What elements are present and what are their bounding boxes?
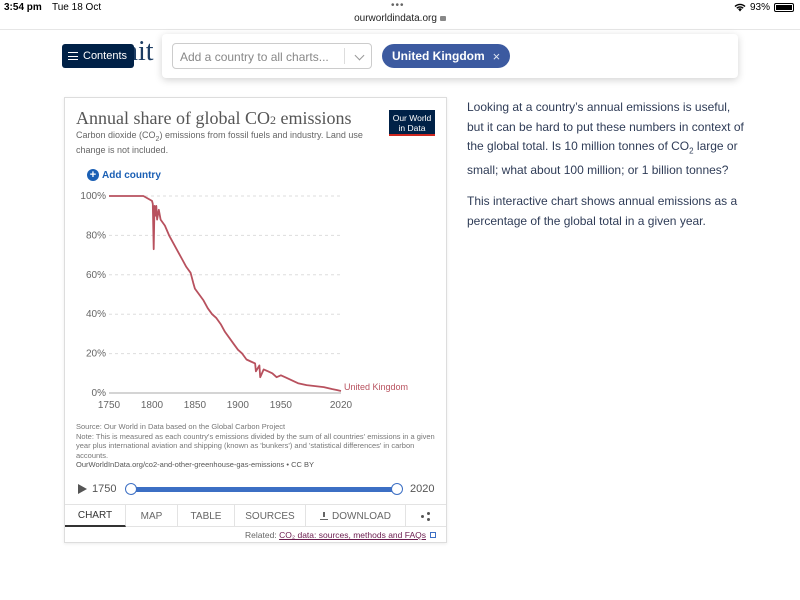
chevron-down-icon[interactable] (354, 50, 365, 61)
external-link-icon (430, 532, 436, 538)
line-chart[interactable]: 0% 20% 40% 60% 80% 100% 1750 1800 1850 1900 1950 20… (65, 186, 446, 411)
select-divider (344, 48, 345, 64)
related-link[interactable]: CO₂ data: sources, methods and FAQs (279, 530, 426, 540)
article-paragraph-1: Looking at a country’s annual emissions … (467, 100, 744, 177)
status-bar: 3:54 pm Tue 18 Oct ••• 93% (0, 0, 800, 14)
wifi-icon (734, 3, 746, 12)
x-tick-label: 1750 (98, 400, 121, 411)
contents-label: Contents (83, 50, 128, 62)
related-link-row: Related: CO₂ data: sources, methods and … (245, 530, 436, 540)
timeline-end-handle[interactable] (391, 483, 403, 495)
close-icon[interactable]: × (492, 48, 501, 64)
play-icon[interactable] (78, 484, 87, 494)
chart-title: Annual share of global CO2 emissions (76, 108, 352, 128)
country-select-input[interactable]: Add a country to all charts... (172, 43, 372, 69)
battery-percent: 93% (749, 2, 770, 13)
country-select-placeholder: Add a country to all charts... (180, 50, 329, 64)
tab-sources[interactable]: SOURCES (235, 505, 306, 527)
multitask-dots[interactable]: ••• (391, 0, 405, 11)
x-tick-label: 2020 (330, 400, 353, 411)
timeline-end-year: 2020 (410, 483, 435, 495)
chart-subtitle: Carbon dioxide (CO2) emissions from foss… (76, 130, 363, 155)
selected-country-pill[interactable]: United Kingdom × (382, 44, 511, 68)
add-country-button[interactable]: + Add country (87, 169, 161, 181)
battery-icon (774, 3, 794, 12)
owid-logo[interactable]: Our World in Data (389, 110, 435, 136)
chart-url-license[interactable]: OurWorldInData.org/co2-and-other-greenho… (76, 460, 315, 469)
y-tick-label: 40% (86, 309, 106, 320)
article-paragraph-2: This interactive chart shows annual emis… (467, 194, 738, 228)
tab-download[interactable]: DOWNLOAD (306, 505, 406, 527)
plus-icon: + (87, 169, 99, 181)
x-tick-label: 1950 (270, 400, 293, 411)
global-country-selector: Add a country to all charts... United Ki… (162, 34, 738, 78)
timeline-start-year: 1750 (92, 483, 117, 495)
series-line (109, 195, 342, 392)
selected-country-label: United Kingdom (392, 49, 485, 63)
series-end-label: United Kingdom (344, 382, 408, 392)
timeline-track[interactable] (131, 487, 397, 492)
y-tick-label: 0% (92, 388, 107, 399)
tab-chart[interactable]: CHART (65, 505, 126, 527)
timeline-start-handle[interactable] (125, 483, 137, 495)
timeline: 1750 2020 (75, 481, 440, 501)
download-icon (320, 512, 329, 520)
status-date: Tue 18 Oct (52, 2, 102, 13)
y-tick-label: 80% (86, 230, 106, 241)
address-bar[interactable]: ourworldindata.org (0, 13, 800, 30)
x-tick-label: 1900 (227, 400, 250, 411)
lock-icon (439, 15, 446, 21)
contents-button[interactable]: Contents (62, 44, 134, 68)
status-right: 93% (734, 2, 794, 13)
x-tick-label: 1800 (141, 400, 164, 411)
x-tick-label: 1850 (184, 400, 207, 411)
url-text[interactable]: ourworldindata.org (354, 13, 437, 24)
related-label: Related: (245, 530, 280, 540)
chart-note: Note: This is measured as each country's… (76, 431, 435, 460)
y-tick-label: 20% (86, 349, 106, 360)
chart-source: Source: Our World in Data based on the G… (76, 422, 286, 431)
article-text: Looking at a country’s annual emissions … (467, 98, 747, 243)
chart-card: Annual share of global CO2 emissions Car… (64, 97, 447, 543)
share-button[interactable] (406, 505, 446, 527)
add-country-label: Add country (102, 169, 161, 181)
status-time: 3:54 pm (4, 2, 42, 13)
chart-footnote: Source: Our World in Data based on the G… (76, 422, 436, 470)
y-tick-label: 100% (80, 191, 106, 202)
y-tick-label: 60% (86, 270, 106, 281)
chart-tabs: CHART MAP TABLE SOURCES DOWNLOAD (65, 504, 446, 527)
tab-map[interactable]: MAP (126, 505, 178, 527)
tab-table[interactable]: TABLE (178, 505, 235, 527)
share-icon (421, 511, 431, 521)
menu-icon (68, 52, 78, 60)
